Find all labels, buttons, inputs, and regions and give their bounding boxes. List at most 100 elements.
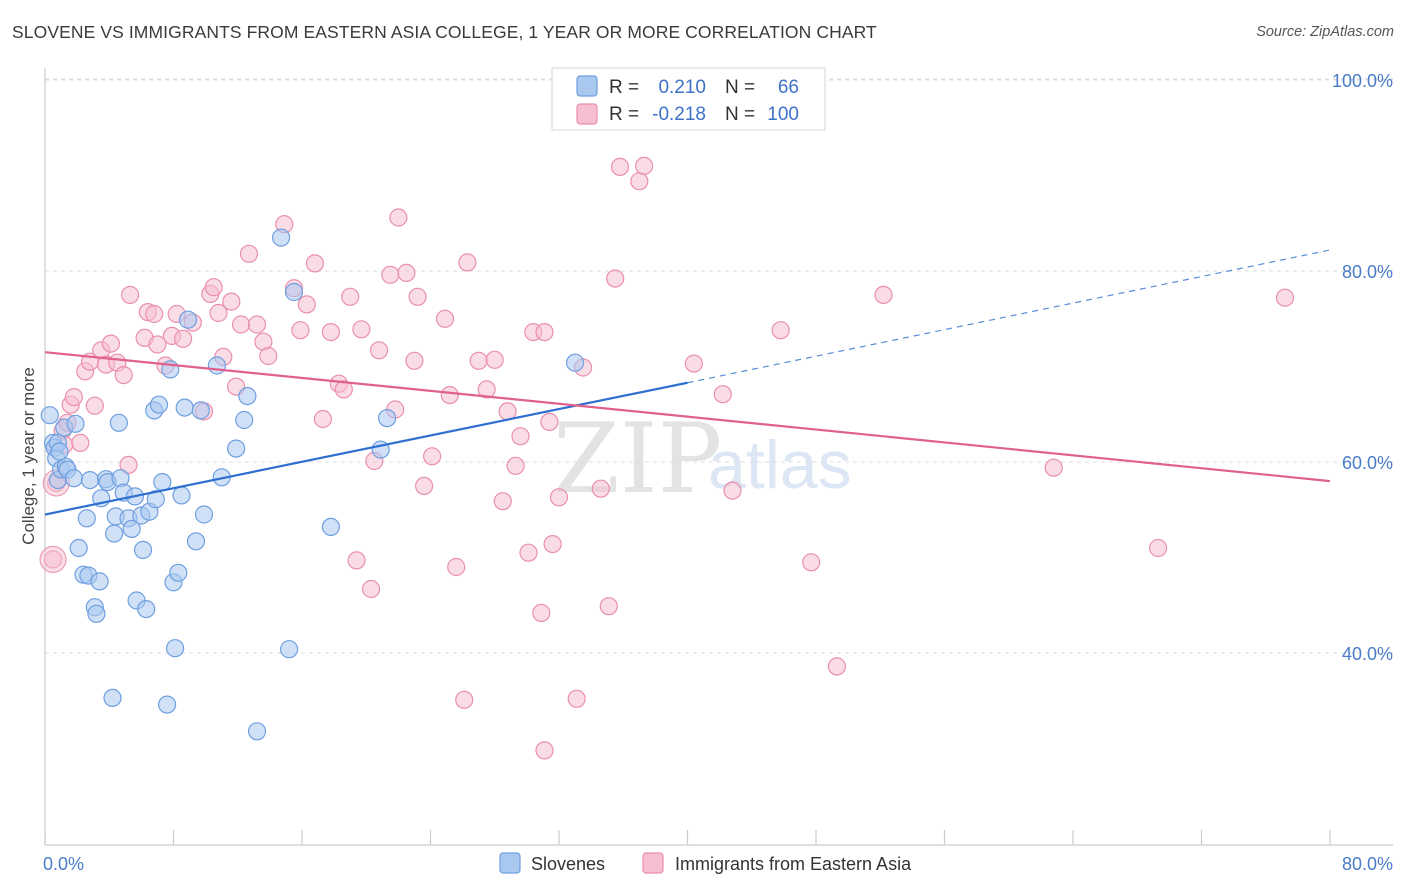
data-point-immigrants xyxy=(321,323,340,342)
data-point-slovenes xyxy=(378,409,397,428)
legend-n-label: N = xyxy=(725,77,755,98)
watermark: ZIP atlas xyxy=(553,403,852,515)
watermark-zip: ZIP xyxy=(553,403,722,515)
data-point-immigrants xyxy=(119,455,138,474)
data-point-immigrants xyxy=(684,354,704,373)
legend-n-label: N = xyxy=(725,104,755,125)
y-axis-tick-labels: 40.0% 60.0% 80.0% 100.0% xyxy=(1332,71,1393,664)
data-point-slovenes xyxy=(158,695,177,714)
data-point-slovenes xyxy=(178,310,198,329)
data-point-immigrants xyxy=(458,253,477,272)
legend-r-label: R = xyxy=(609,104,639,125)
gridlines xyxy=(45,78,1393,654)
legend-n-value: 66 xyxy=(778,77,799,98)
trend-line-slovenes xyxy=(44,381,688,516)
data-point-slovenes xyxy=(272,228,291,247)
x-axis-ticks xyxy=(44,830,1331,845)
data-point-immigrants xyxy=(341,287,360,306)
data-point-slovenes xyxy=(69,538,88,558)
data-point-immigrants xyxy=(423,447,442,466)
data-point-immigrants xyxy=(477,380,496,399)
trend-line-immigrants xyxy=(44,351,1331,483)
legend-r-value: 0.210 xyxy=(658,77,706,98)
data-point-slovenes xyxy=(90,572,109,591)
data-point-immigrants xyxy=(511,427,530,446)
data-point-immigrants xyxy=(174,329,193,348)
data-point-slovenes xyxy=(186,532,206,551)
data-point-immigrants xyxy=(549,488,569,507)
bottom-legend-label-immigrants: Immigrants from Eastern Asia xyxy=(675,854,912,874)
data-point-immigrants xyxy=(145,304,164,324)
data-point-immigrants xyxy=(405,351,424,370)
data-point-immigrants xyxy=(408,287,427,306)
data-point-immigrants xyxy=(610,157,630,176)
data-point-immigrants xyxy=(874,285,893,304)
data-point-slovenes xyxy=(227,439,246,458)
data-point-slovenes xyxy=(77,509,96,528)
data-point-immigrants xyxy=(64,388,84,407)
data-point-immigrants xyxy=(362,579,381,599)
data-point-immigrants xyxy=(222,292,241,311)
data-point-slovenes xyxy=(103,688,122,708)
data-point-slovenes xyxy=(169,563,188,582)
legend-swatch-slovenes xyxy=(576,75,598,97)
data-point-immigrants xyxy=(485,350,504,369)
data-point-immigrants xyxy=(71,433,90,452)
data-point-immigrants xyxy=(535,741,554,760)
data-point-immigrants xyxy=(231,315,251,334)
data-point-slovenes xyxy=(321,517,340,537)
data-point-immigrants xyxy=(519,543,538,562)
data-point-slovenes xyxy=(238,387,257,406)
data-point-immigrants xyxy=(114,366,133,385)
data-point-slovenes xyxy=(207,356,226,375)
series-legend: Slovenes Immigrants from Eastern Asia xyxy=(499,852,912,874)
data-point-immigrants xyxy=(435,309,455,328)
data-point-immigrants xyxy=(85,396,104,415)
data-point-slovenes xyxy=(80,471,100,490)
data-point-slovenes xyxy=(235,410,254,430)
data-point-immigrants xyxy=(447,557,466,577)
data-point-slovenes xyxy=(137,599,156,619)
source-note: Source: ZipAtlas.com xyxy=(1256,24,1394,40)
y-tick-label: 80.0% xyxy=(1342,262,1393,282)
data-point-immigrants xyxy=(291,321,310,340)
chart-title: SLOVENE VS IMMIGRANTS FROM EASTERN ASIA … xyxy=(12,22,877,42)
data-point-immigrants xyxy=(771,321,790,340)
y-axis-label: College, 1 year or more xyxy=(19,367,38,545)
data-point-immigrants xyxy=(440,386,459,405)
data-point-slovenes xyxy=(40,406,59,425)
data-point-immigrants xyxy=(209,303,228,323)
trend-line-slovenes-extension xyxy=(687,249,1331,384)
data-point-slovenes xyxy=(133,540,153,560)
data-point-slovenes xyxy=(247,722,267,741)
correlation-legend: R = 0.210 N = 66 R = -0.218 N = 100 xyxy=(551,67,826,131)
data-point-immigrants xyxy=(415,476,434,495)
data-point-slovenes xyxy=(109,413,129,432)
bottom-legend-label-slovenes: Slovenes xyxy=(531,854,605,874)
data-point-slovenes xyxy=(175,398,194,417)
data-point-slovenes xyxy=(191,401,210,420)
data-point-immigrants xyxy=(370,341,389,360)
y-tick-label: 40.0% xyxy=(1342,644,1393,664)
data-point-slovenes xyxy=(64,469,84,488)
data-point-immigrants xyxy=(634,156,654,175)
data-point-immigrants xyxy=(259,346,278,366)
data-point-immigrants xyxy=(532,603,551,623)
data-point-immigrants xyxy=(389,208,408,227)
data-point-slovenes xyxy=(104,524,124,543)
data-point-immigrants xyxy=(352,320,371,339)
data-point-immigrants xyxy=(713,385,732,404)
data-point-immigrants xyxy=(540,412,559,431)
data-point-immigrants xyxy=(121,285,140,304)
y-tick-label: 60.0% xyxy=(1342,453,1393,473)
data-point-immigrants xyxy=(334,380,353,399)
data-point-immigrants xyxy=(1275,288,1295,307)
data-point-immigrants xyxy=(247,315,267,334)
legend-r-value: -0.218 xyxy=(652,104,706,125)
data-point-immigrants xyxy=(535,323,554,342)
data-point-immigrants-large xyxy=(39,545,67,573)
data-point-slovenes xyxy=(172,486,191,505)
data-point-immigrants xyxy=(506,456,525,475)
data-point-immigrants xyxy=(630,172,649,191)
x-tick-label-max: 80.0% xyxy=(1342,854,1393,874)
